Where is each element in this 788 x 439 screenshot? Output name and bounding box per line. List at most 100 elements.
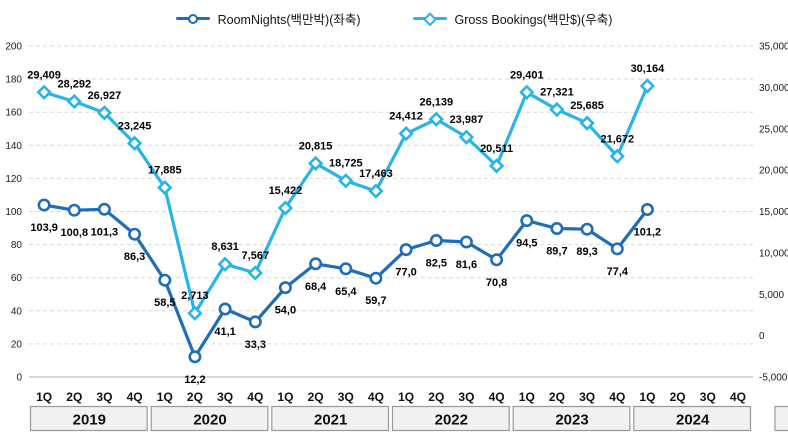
quarter-label: 2Q xyxy=(187,390,203,404)
data-label-gross-bookings: 25,685 xyxy=(570,100,604,112)
quarter-label: 3Q xyxy=(579,390,595,404)
data-point-gross-bookings xyxy=(368,183,384,199)
left-axis-tick-label: 80 xyxy=(11,240,23,251)
data-label-roomnights: 101,3 xyxy=(91,226,119,238)
data-label-gross-bookings: 21,672 xyxy=(600,133,634,145)
right-axis-tick-label: 20,000 xyxy=(759,166,788,177)
diamond-marker-icon xyxy=(422,11,437,26)
year-box xyxy=(633,405,752,432)
left-axis-tick-label: 60 xyxy=(11,273,23,284)
quarter-label: 3Q xyxy=(700,390,716,404)
data-point-gross-bookings xyxy=(126,135,143,151)
gross-bookings-diamond-marker-icon xyxy=(412,11,447,26)
left-axis-tick-label: 160 xyxy=(5,108,22,119)
quarter-label: 2Q xyxy=(549,390,565,404)
data-point-gross-bookings xyxy=(187,305,203,321)
data-point-gross-bookings xyxy=(247,265,263,281)
data-point-gross-bookings xyxy=(277,200,294,216)
data-label-gross-bookings: 30,164 xyxy=(631,63,666,75)
year-box xyxy=(391,405,510,432)
legend-item-gross-bookings: Gross Bookings(백만$)(우축) xyxy=(412,9,613,28)
legend-label-gross-bookings: Gross Bookings(백만$)(우축) xyxy=(454,13,613,27)
year-box xyxy=(271,405,390,432)
quarter-label: 3Q xyxy=(217,390,233,404)
data-point-gross-bookings xyxy=(217,256,233,272)
data-point-roomnights xyxy=(128,227,142,241)
data-point-roomnights xyxy=(339,262,353,276)
data-label-gross-bookings: 7,567 xyxy=(242,250,270,262)
data-point-roomnights xyxy=(490,253,504,267)
legend-item-roomnights: RoomNights(백만박)(좌축) xyxy=(175,9,361,28)
quarter-label: 4Q xyxy=(127,390,143,404)
data-point-roomnights xyxy=(520,214,534,228)
data-point-gross-bookings xyxy=(639,78,656,94)
year-label: 2020 xyxy=(193,412,226,429)
data-label-roomnights: 68,4 xyxy=(305,281,327,293)
data-label-roomnights: 77,0 xyxy=(395,267,416,279)
year-box xyxy=(29,405,148,432)
year-box xyxy=(150,405,269,432)
year-box xyxy=(512,405,631,432)
data-point-roomnights xyxy=(429,234,443,248)
data-point-roomnights xyxy=(67,203,81,217)
data-point-roomnights xyxy=(369,271,383,285)
data-label-gross-bookings: 26,927 xyxy=(88,90,122,102)
quarter-label: 1Q xyxy=(519,390,535,404)
data-point-gross-bookings xyxy=(398,125,414,142)
data-point-roomnights xyxy=(459,235,473,249)
left-axis-tick-label: 0 xyxy=(16,373,22,384)
quarter-label: 3Q xyxy=(96,390,112,404)
data-point-roomnights xyxy=(278,281,292,295)
data-point-roomnights xyxy=(37,198,51,212)
left-axis-tick-label: 100 xyxy=(5,207,22,218)
data-label-gross-bookings: 24,412 xyxy=(389,111,423,123)
data-label-roomnights: 94,5 xyxy=(516,238,537,250)
roomnights-circle-marker-icon xyxy=(175,12,210,26)
right-axis-tick-label: 15,000 xyxy=(759,207,788,218)
data-point-roomnights xyxy=(580,222,594,236)
data-label-roomnights: 81,6 xyxy=(456,259,477,271)
data-label-roomnights: 41,1 xyxy=(214,326,235,338)
data-point-roomnights xyxy=(550,222,564,236)
left-axis-tick-label: 20 xyxy=(11,339,23,350)
data-label-gross-bookings: 23,987 xyxy=(450,114,484,126)
quarter-label: 4Q xyxy=(489,390,505,404)
data-label-roomnights: 103,9 xyxy=(30,222,58,234)
data-label-roomnights: 86,3 xyxy=(124,251,145,263)
data-point-roomnights xyxy=(188,350,202,364)
data-point-roomnights xyxy=(158,273,172,287)
data-label-gross-bookings: 29,401 xyxy=(510,69,544,81)
quarter-label: 1Q xyxy=(277,390,293,404)
data-label-gross-bookings: 27,321 xyxy=(540,87,574,99)
quarter-label: 4Q xyxy=(609,390,625,404)
quarter-label: 3Q xyxy=(458,390,474,404)
left-axis-tick-label: 180 xyxy=(5,75,22,86)
data-label-gross-bookings: 17,463 xyxy=(359,168,393,180)
left-axis-tick-label: 140 xyxy=(5,141,22,152)
data-point-roomnights xyxy=(610,242,624,256)
year-label: 2021 xyxy=(314,412,347,429)
data-point-gross-bookings xyxy=(428,111,444,127)
data-point-roomnights xyxy=(218,302,232,316)
quarter-label: 1Q xyxy=(639,390,655,404)
right-axis-tick-label: 35,000 xyxy=(759,42,788,53)
data-label-roomnights: 82,5 xyxy=(426,258,447,270)
legend: RoomNights(백만박)(좌축) Gross Bookings(백만$)(… xyxy=(0,9,788,28)
right-axis-tick-label: 10,000 xyxy=(759,248,788,259)
quarter-label: 4Q xyxy=(368,390,384,404)
data-label-gross-bookings: 29,409 xyxy=(27,69,61,81)
quarter-label: 4Q xyxy=(730,390,746,404)
data-label-roomnights: 101,2 xyxy=(634,227,662,239)
data-point-gross-bookings xyxy=(96,105,113,121)
year-label: 2022 xyxy=(435,412,468,429)
data-label-roomnights: 65,4 xyxy=(335,286,357,298)
data-label-gross-bookings: 18,725 xyxy=(329,158,363,170)
data-label-roomnights: 89,7 xyxy=(546,246,567,258)
data-label-gross-bookings: 8,631 xyxy=(211,241,239,253)
year-label: 2024 xyxy=(676,412,710,429)
data-label-gross-bookings: 15,422 xyxy=(269,185,303,197)
data-point-roomnights xyxy=(248,315,262,329)
data-label-roomnights: 89,3 xyxy=(576,246,597,258)
